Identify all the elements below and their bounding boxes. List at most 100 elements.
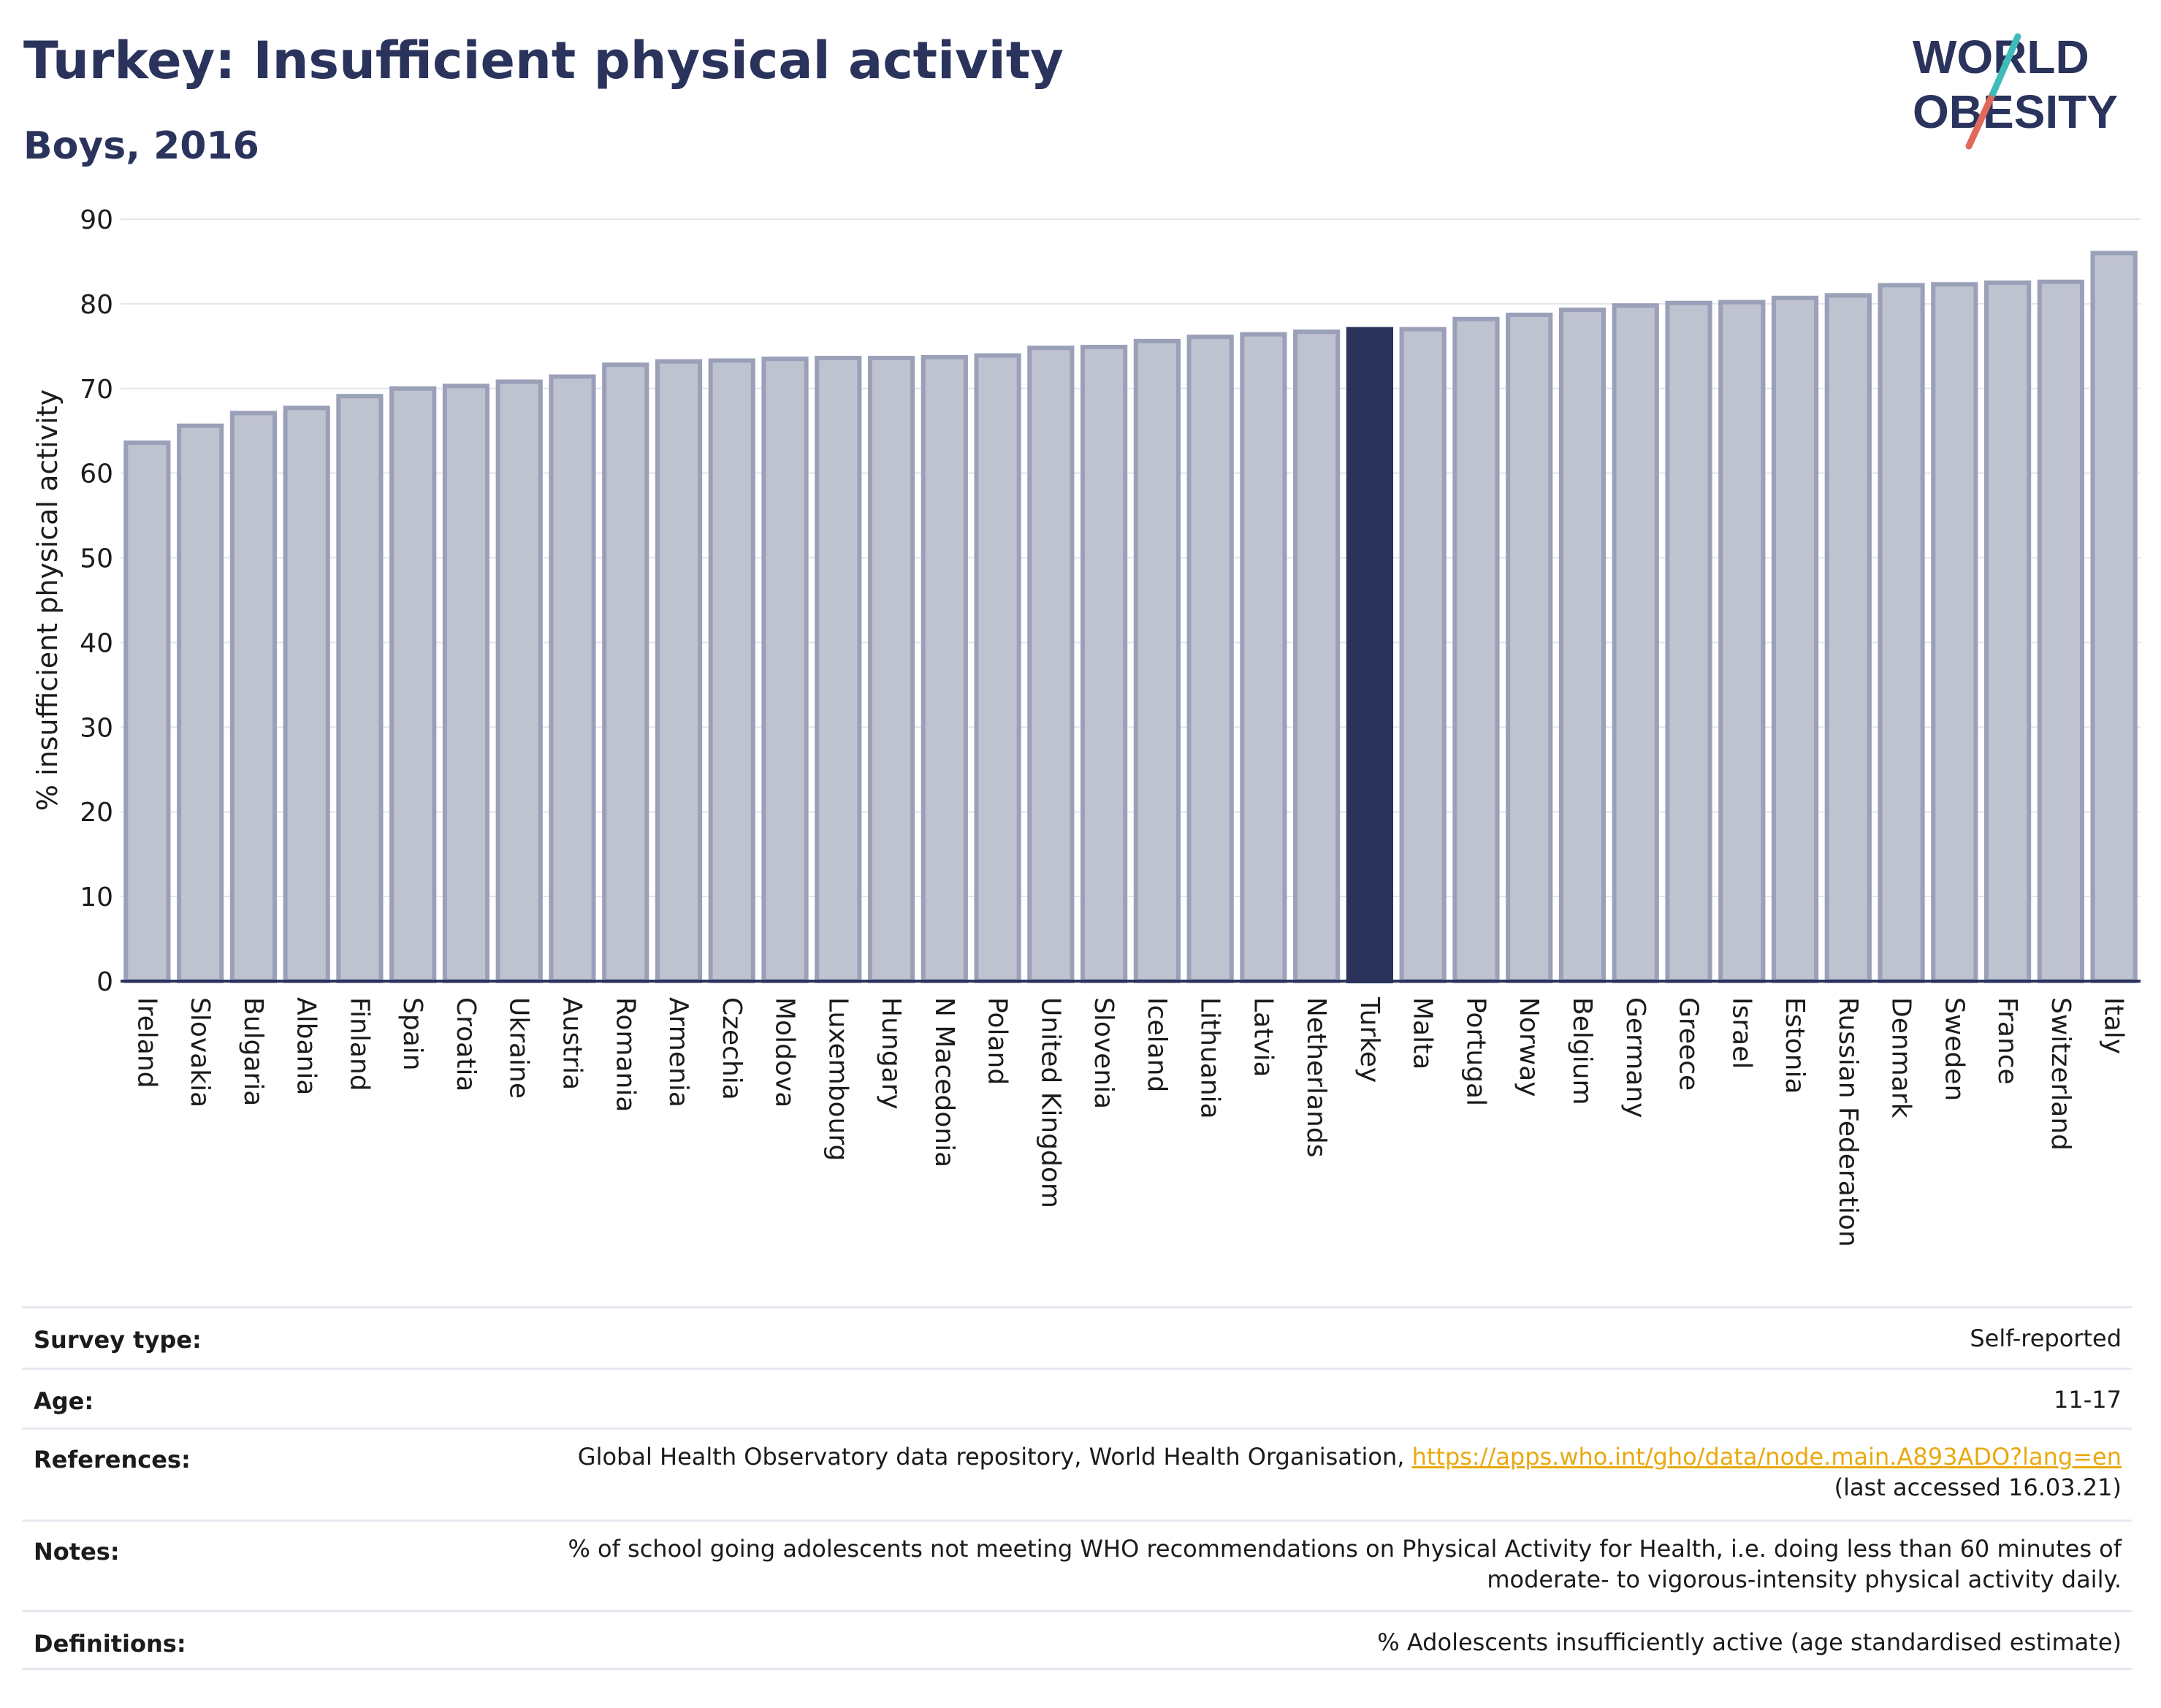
bar-luxembourg xyxy=(815,356,862,983)
bar-iceland xyxy=(1133,338,1181,983)
x-tick-label: Portugal xyxy=(1460,997,1490,1106)
bar-italy xyxy=(2090,251,2138,984)
x-tick-label: Iceland xyxy=(1142,997,1172,1092)
y-tick-label: 30 xyxy=(80,713,113,743)
bar-united-kingdom xyxy=(1027,346,1075,983)
logo-slash-teal xyxy=(1989,33,2021,97)
info-row-survey-type: Survey type: Self-reported xyxy=(22,1306,2132,1368)
x-tick-label: Belgium xyxy=(1567,997,1597,1105)
y-axis-ticks: 0 10 20 30 40 50 60 70 80 90 xyxy=(80,205,113,997)
bar-slovenia xyxy=(1080,344,1128,983)
bar-romania xyxy=(602,362,649,983)
bar-sweden xyxy=(1931,282,1978,983)
x-tick-label: Denmark xyxy=(1886,997,1916,1118)
bar-slovakia xyxy=(177,423,224,983)
x-tick-label: Turkey xyxy=(1354,996,1384,1083)
y-tick-label: 0 xyxy=(96,967,113,997)
bar-denmark xyxy=(1878,283,1925,984)
bar-austria xyxy=(549,374,596,983)
bar-germany xyxy=(1612,303,1659,983)
bar-hungary xyxy=(867,356,915,983)
bar-poland xyxy=(974,353,1021,983)
bar-russian-federation xyxy=(1824,293,1872,983)
x-tick-label: Spain xyxy=(397,997,427,1071)
y-tick-label: 60 xyxy=(80,460,113,489)
x-tick-label: France xyxy=(1992,997,2022,1085)
chart-title: Turkey: Insufficient physical activity xyxy=(23,31,1064,91)
bar-armenia xyxy=(655,359,703,983)
age-label: Age: xyxy=(34,1387,94,1415)
y-tick-label: 50 xyxy=(80,544,113,574)
x-tick-label: Albania xyxy=(291,997,321,1095)
info-row-age: Age: 11-17 xyxy=(22,1368,2132,1427)
bar-chart: 0 10 20 30 40 50 60 70 80 90 Ireland Slovakia Bulga… xyxy=(31,205,2141,1247)
references-text: Global Health Observatory data repositor… xyxy=(577,1443,1412,1471)
references-value: Global Health Observatory data repositor… xyxy=(441,1441,2122,1503)
x-tick-label: Estonia xyxy=(1780,997,1810,1094)
bar-turkey xyxy=(1346,327,1394,983)
bar-norway xyxy=(1506,312,1553,983)
x-tick-label: Italy xyxy=(2099,997,2129,1054)
notes-line-2: moderate- to vigorous-intensity physical… xyxy=(1487,1566,2122,1593)
bar-greece xyxy=(1665,300,1712,984)
y-axis-label: % insufficient physical activity xyxy=(31,389,64,811)
x-tick-label: Lithuania xyxy=(1195,997,1225,1119)
definitions-label: Definitions: xyxy=(34,1630,186,1658)
x-tick-label: Poland xyxy=(983,997,1013,1085)
x-tick-label: Romania xyxy=(610,997,640,1112)
bar-ireland xyxy=(123,440,171,983)
bar-croatia xyxy=(442,384,490,983)
bar-ukraine xyxy=(495,379,543,983)
logo-text-obesity: OBESITY xyxy=(1913,85,2118,138)
bar-moldova xyxy=(761,357,809,983)
x-tick-label: Norway xyxy=(1514,997,1544,1097)
y-tick-label: 70 xyxy=(80,375,113,405)
x-tick-label: Sweden xyxy=(1939,997,1969,1101)
info-row-references: References: Global Health Observatory da… xyxy=(22,1427,2132,1520)
bar-lithuania xyxy=(1186,335,1234,983)
chart-subtitle: Boys, 2016 xyxy=(23,124,259,168)
y-tick-label: 10 xyxy=(80,882,113,912)
bar-estonia xyxy=(1771,295,1819,983)
x-tick-label: Ukraine xyxy=(504,997,534,1099)
bar-albania xyxy=(283,405,330,983)
bar-finland xyxy=(336,394,384,983)
y-tick-label: 90 xyxy=(80,205,113,235)
x-tick-label: Israel xyxy=(1726,997,1756,1069)
x-tick-label: Greece xyxy=(1674,997,1704,1091)
bar-czechia xyxy=(708,358,755,984)
y-tick-label: 80 xyxy=(80,290,113,320)
x-tick-label: Slovenia xyxy=(1089,997,1118,1109)
bar-israel xyxy=(1718,300,1766,983)
x-tick-label: Slovakia xyxy=(185,997,215,1107)
bar-spain xyxy=(389,386,437,983)
x-tick-label: Austria xyxy=(557,997,587,1090)
survey-type-value: Self-reported xyxy=(1970,1324,2122,1352)
x-tick-label: Croatia xyxy=(451,997,481,1091)
x-tick-label: Russian Federation xyxy=(1833,997,1863,1247)
bar-latvia xyxy=(1240,332,1287,983)
notes-label: Notes: xyxy=(34,1538,120,1566)
bar-portugal xyxy=(1452,316,1500,983)
x-tick-label: Hungary xyxy=(876,997,906,1110)
x-tick-label: Ireland xyxy=(132,997,161,1089)
logo-slash-coral xyxy=(1965,90,1997,150)
info-table: Survey type: Self-reported Age: 11-17 Re… xyxy=(22,1306,2132,1670)
x-tick-label: Finland xyxy=(344,997,374,1091)
bar-switzerland xyxy=(2037,279,2084,984)
age-value: 11-17 xyxy=(2054,1386,2122,1414)
y-tick-label: 40 xyxy=(80,628,113,658)
survey-type-label: Survey type: xyxy=(34,1326,202,1354)
x-tick-label: Malta xyxy=(1408,997,1438,1070)
references-link[interactable]: https://apps.who.int/gho/data/node.main.… xyxy=(1411,1443,2122,1471)
definitions-value: % Adolescents insufficiently active (age… xyxy=(1377,1628,2122,1656)
bar-netherlands xyxy=(1293,329,1341,984)
notes-value: % of school going adolescents not meetin… xyxy=(441,1533,2122,1595)
notes-line-1: % of school going adolescents not meetin… xyxy=(568,1535,2122,1563)
info-row-notes: Notes: % of school going adolescents not… xyxy=(22,1520,2132,1610)
x-tick-label: United Kingdom xyxy=(1035,997,1065,1208)
bar-malta xyxy=(1399,327,1447,983)
x-tick-label: Moldova xyxy=(770,997,800,1107)
bar-belgium xyxy=(1558,308,1607,983)
x-tick-label: Luxembourg xyxy=(823,997,853,1161)
